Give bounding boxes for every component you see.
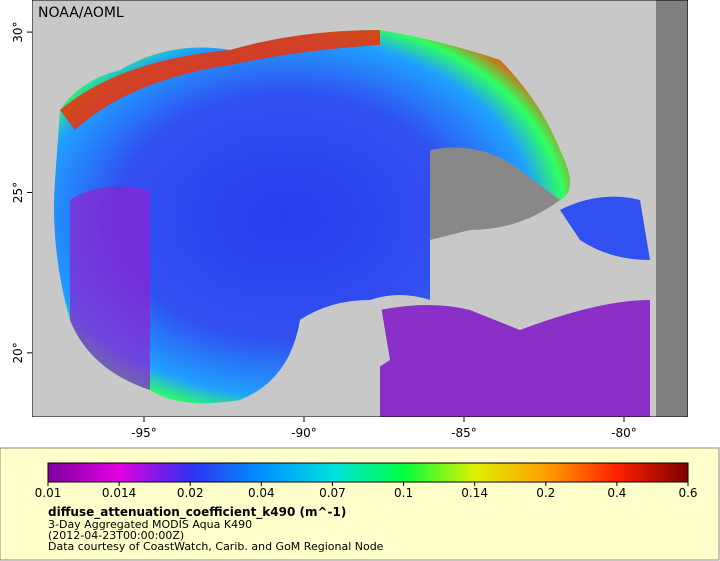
colorbar-tick-label: 0.4: [607, 486, 626, 500]
colorbar-tick-label: 0.04: [248, 486, 275, 500]
x-tick-label: -80°: [611, 426, 637, 440]
colorbar: [47, 462, 689, 483]
y-tick-label: 25°: [11, 182, 25, 203]
caption-credit: Data courtesy of CoastWatch, Carib. and …: [48, 540, 384, 553]
colorbar-tick-label: 0.14: [461, 486, 488, 500]
x-tick-label: -85°: [451, 426, 477, 440]
y-tick-label: 20°: [11, 342, 25, 363]
colorbar-tick-label: 0.6: [678, 486, 697, 500]
colorbar-tick-label: 0.2: [536, 486, 555, 500]
x-tick-label: -90°: [291, 426, 317, 440]
colorbar-tick-label: 0.014: [102, 486, 136, 500]
caption-time: (2012-04-23T00:00:00Z): [48, 529, 184, 542]
colorbar-tick-label: 0.1: [394, 486, 413, 500]
x-tick-label: -95°: [131, 426, 157, 440]
map-image: [32, 0, 688, 417]
y-tick-label: 30°: [11, 21, 25, 42]
colorbar-tick-label: 0.02: [177, 486, 204, 500]
caption-dataset: 3-Day Aggregated MODIS Aqua K490: [48, 518, 252, 531]
colorbar-tick-label: 0.01: [35, 486, 62, 500]
colorbar-tick-label: 0.07: [319, 486, 346, 500]
map-label: NOAA/AOML: [38, 5, 124, 21]
caption-variable: diffuse_attenuation_coefficient_k490 (m^…: [48, 505, 346, 520]
